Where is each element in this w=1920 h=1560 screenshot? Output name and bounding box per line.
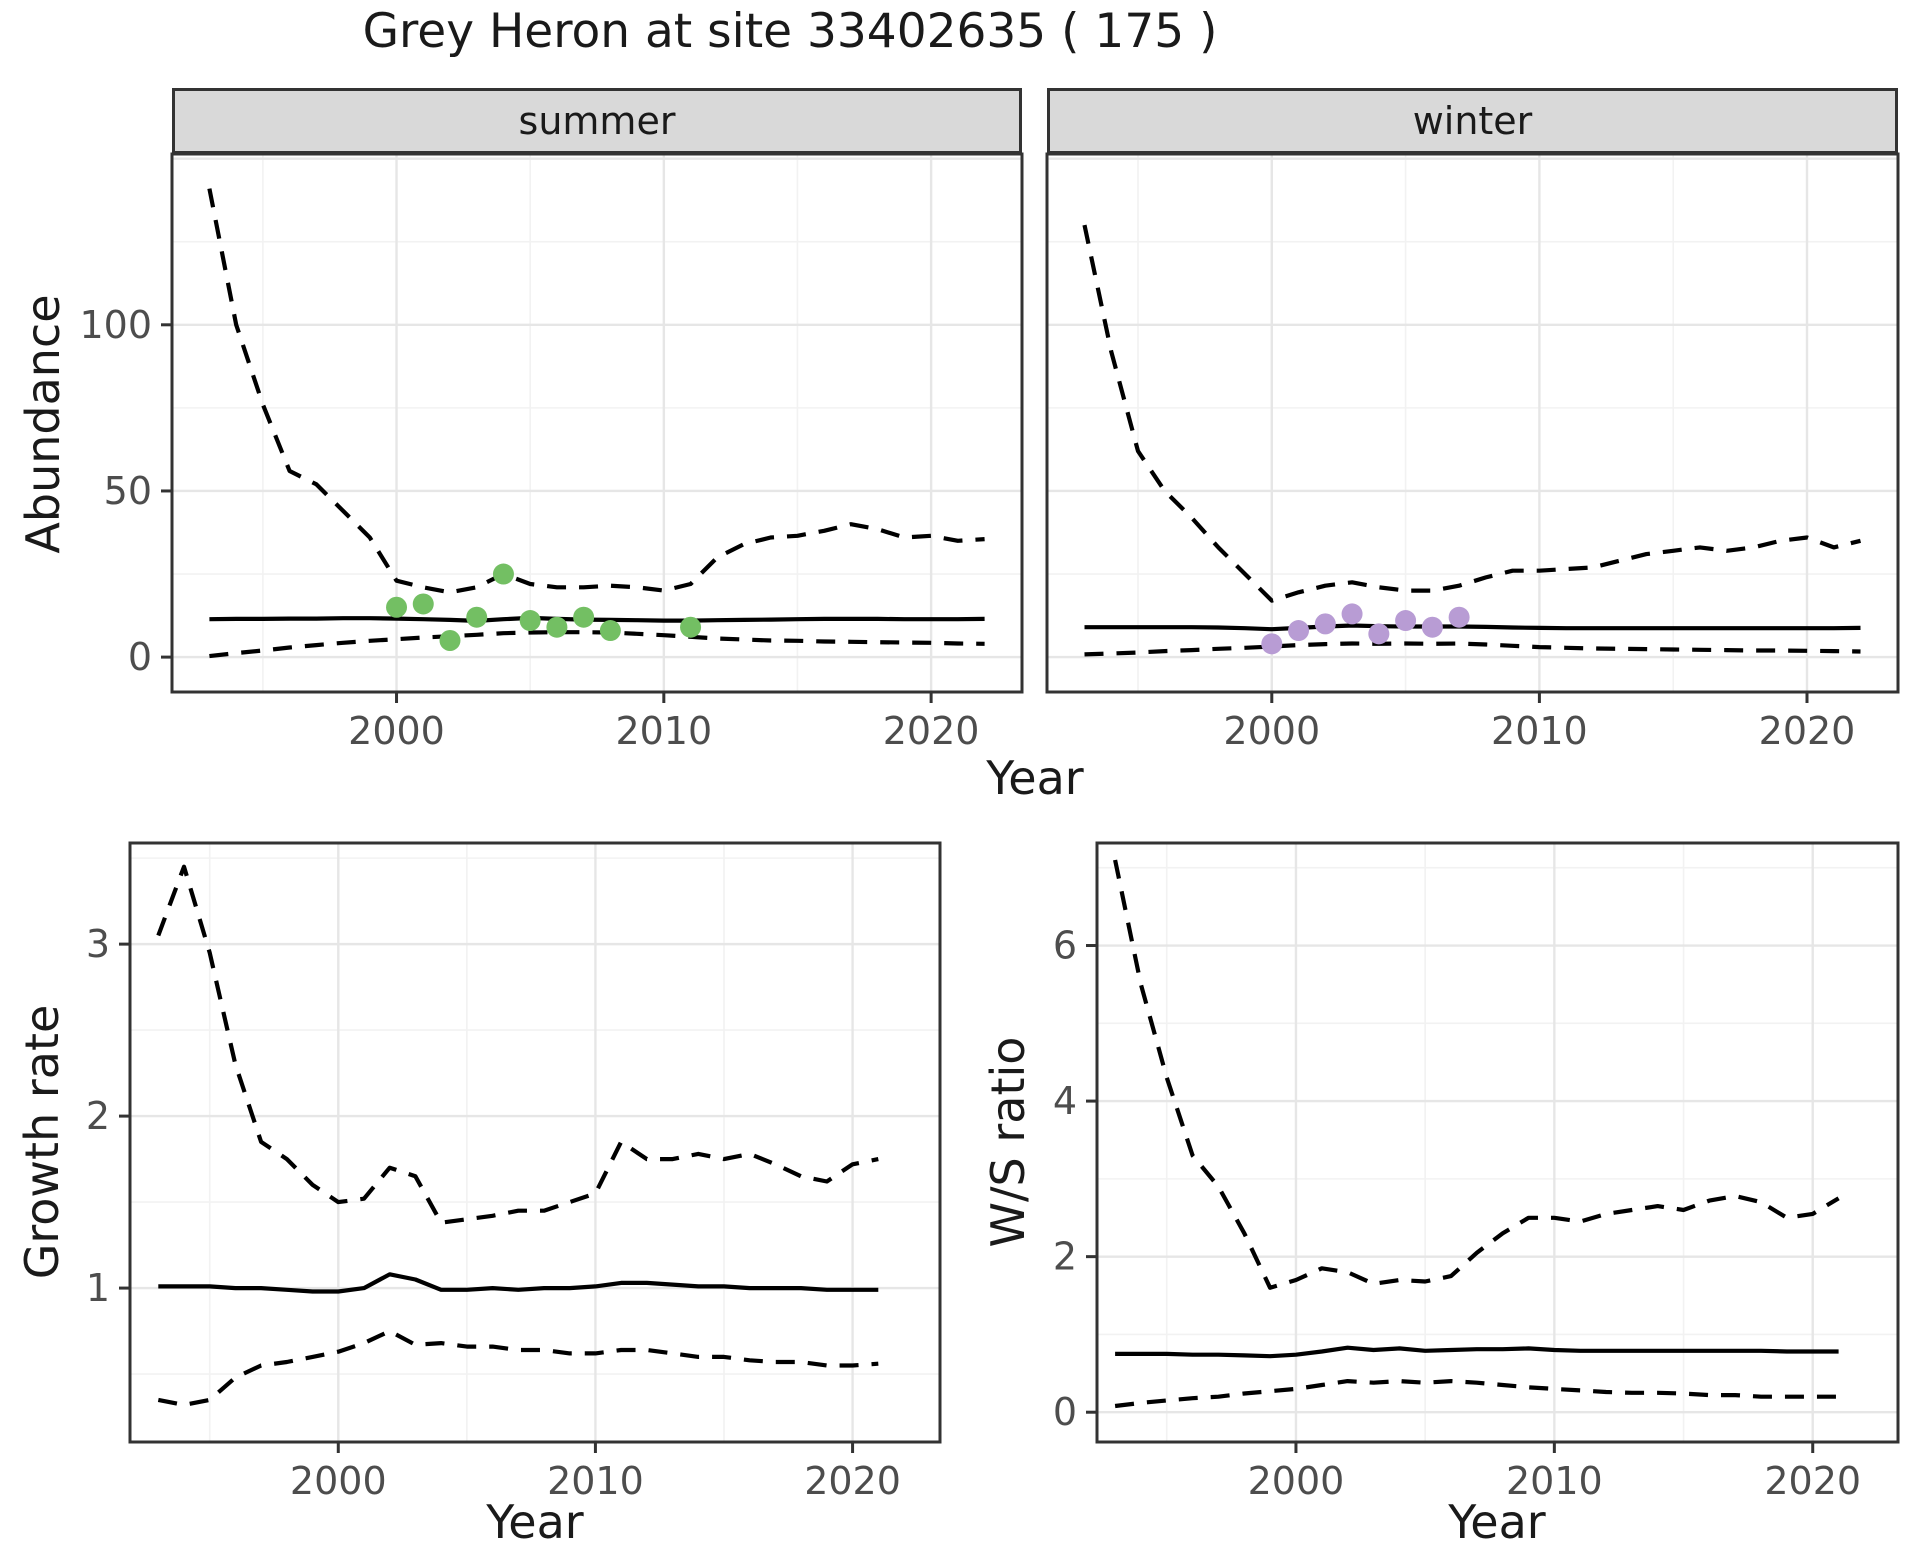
observation-point — [546, 616, 568, 638]
panel-abundance-summer: 2000 2010 2020 0 50 100 — [79, 152, 1024, 753]
series-upper-credible-interval — [1113, 859, 1840, 1290]
panel-border — [1095, 841, 1900, 1444]
y-axis-title-abundance: Abundance — [16, 294, 70, 554]
tick-label-x: 2000 — [348, 709, 445, 753]
observation-point — [1314, 613, 1336, 635]
series-median-estimate — [209, 615, 985, 623]
tick-label-y: 1 — [86, 1266, 110, 1310]
series-upper-credible-interval — [207, 188, 985, 595]
y-axis-title-ws-ratio: W/S ratio — [981, 1036, 1035, 1248]
series-lower-credible-interval — [1114, 1379, 1839, 1409]
x-axis-title-year-top: Year — [986, 751, 1084, 805]
tick-label-y: 4 — [1053, 1079, 1077, 1123]
observation-point — [1368, 623, 1390, 645]
observation-point — [386, 596, 408, 618]
observation-point — [412, 593, 434, 615]
tick-label-y: 3 — [86, 922, 110, 966]
tick-label-x: 2020 — [804, 1459, 901, 1503]
series-upper-credible-interval — [156, 864, 879, 1225]
tick-label-x: 2000 — [1223, 709, 1320, 753]
observation-point — [1395, 610, 1417, 632]
observation-point — [439, 629, 461, 651]
panel-background — [172, 154, 1022, 692]
panel-background — [1047, 154, 1898, 692]
series-upper-credible-interval — [1082, 224, 1862, 603]
panel-background — [130, 843, 940, 1442]
panel-background — [1097, 843, 1898, 1442]
panel-border — [170, 152, 1024, 694]
tick-label-x: 2010 — [1491, 709, 1588, 753]
observation-point — [1261, 633, 1283, 655]
series-lower-credible-interval — [1084, 641, 1861, 657]
tick-label-x: 2020 — [883, 709, 980, 753]
tick-label-x: 2000 — [1248, 1459, 1345, 1503]
tick-label-y: 50 — [104, 469, 152, 513]
figure-title: Grey Heron at site 33402635 ( 175 ) — [362, 4, 1218, 59]
x-axis-title-year-growth: Year — [486, 1495, 584, 1549]
series-median-estimate — [158, 1272, 879, 1294]
tick-label-y: 2 — [1053, 1235, 1077, 1279]
observation-point — [1341, 603, 1363, 625]
tick-label-x: 2020 — [1764, 1459, 1861, 1503]
series-lower-credible-interval — [157, 1329, 879, 1408]
x-axis-title-year-ws: Year — [1448, 1495, 1546, 1549]
y-axis-title-growth-rate: Growth rate — [15, 1004, 69, 1280]
series-median-estimate — [1115, 1345, 1839, 1359]
observation-point — [573, 606, 595, 628]
panel-growth-rate: 2000 2010 2020 1 2 3 — [86, 841, 942, 1503]
facet-strip-winter: winter — [1047, 88, 1898, 154]
tick-label-y: 2 — [86, 1094, 110, 1138]
panel-border — [128, 841, 942, 1444]
observation-point — [1288, 620, 1310, 642]
tick-label-x: 2010 — [615, 709, 712, 753]
observation-point — [492, 563, 514, 585]
facet-strip-label: winter — [1412, 99, 1533, 143]
series-lower-credible-interval — [209, 630, 985, 659]
tick-label-y: 0 — [1053, 1390, 1077, 1434]
panel-border — [1045, 152, 1900, 694]
observation-point — [1421, 616, 1443, 638]
observation-point — [466, 606, 488, 628]
tick-label-x: 2000 — [290, 1459, 387, 1503]
observation-point — [680, 616, 702, 638]
facet-strip-label: summer — [518, 99, 676, 143]
tick-label-y: 100 — [79, 303, 152, 347]
panel-ws-ratio: 2000 2010 2020 0 2 4 6 — [1053, 841, 1900, 1503]
tick-label-x: 2010 — [547, 1459, 644, 1503]
facet-strip-summer: summer — [172, 88, 1022, 154]
observation-point — [599, 620, 621, 642]
tick-label-y: 0 — [128, 635, 152, 679]
tick-label-x: 2010 — [1506, 1459, 1603, 1503]
tick-label-x: 2020 — [1759, 709, 1856, 753]
observation-point — [1448, 606, 1470, 628]
tick-label-y: 6 — [1053, 924, 1077, 968]
series-median-estimate — [1084, 623, 1861, 632]
panel-abundance-winter: 2000 2010 2020 — [1045, 152, 1900, 753]
observation-point — [519, 610, 541, 632]
